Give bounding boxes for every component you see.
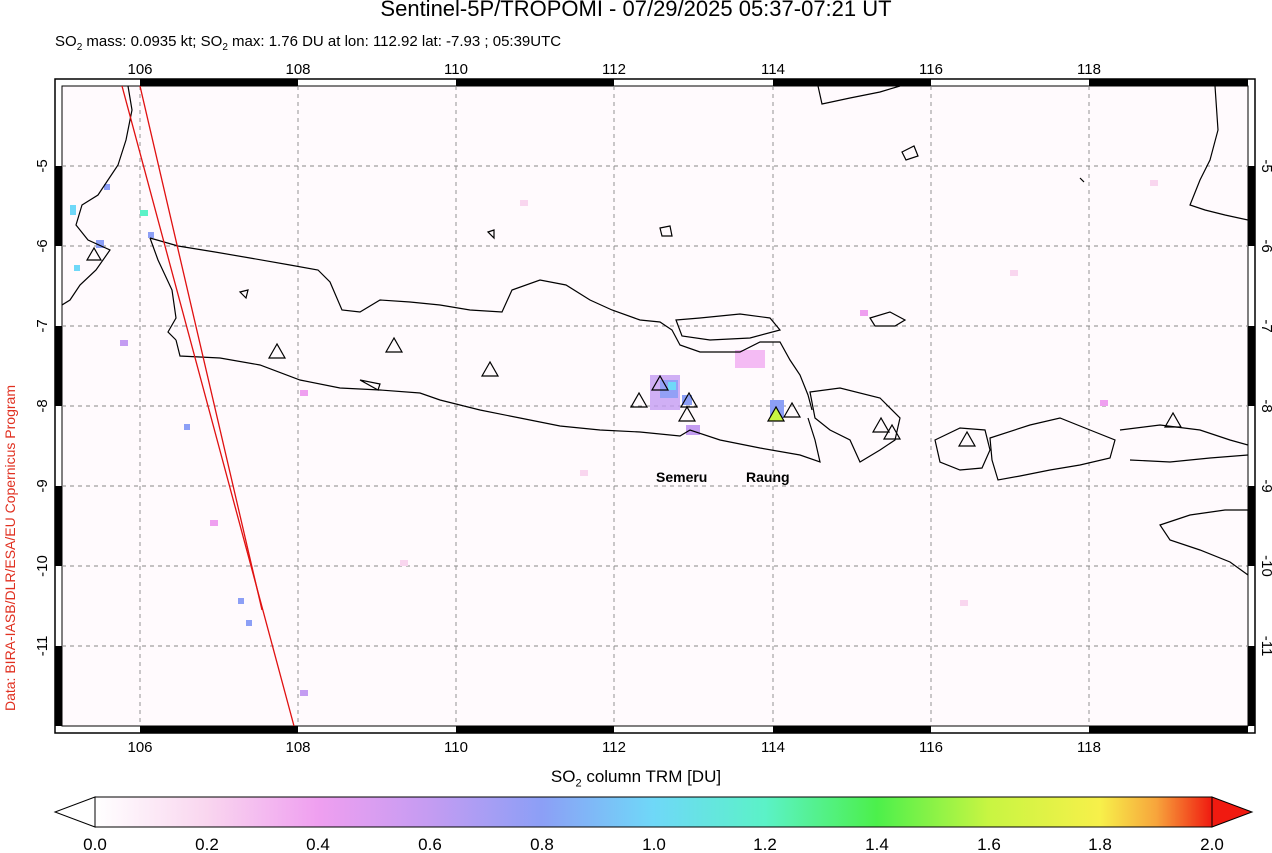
- lon-tick-label: 106: [127, 61, 152, 78]
- colorbar-tick-label: 1.6: [977, 835, 1001, 853]
- lon-tick-label: 110: [444, 61, 468, 78]
- coastlines: [62, 86, 1248, 576]
- lon-tick-label: 108: [285, 739, 310, 756]
- lon-tick-label: 108: [285, 61, 310, 78]
- lat-tick-label: -9: [34, 479, 51, 492]
- volcano-icon: [766, 405, 786, 422]
- colorbar-label: SO2 column TRM [DU]: [0, 767, 1272, 789]
- volcano-icon: [1163, 411, 1183, 428]
- colorbar-tick-label: 0.8: [530, 835, 554, 853]
- lat-labels-right: -5 -6 -7 -8 -9 -10 -11: [1258, 159, 1272, 656]
- volcano-icon: [650, 374, 670, 391]
- lat-tick-label: -5: [34, 159, 51, 172]
- volcano-icon: [384, 336, 404, 353]
- volcano-icon: [85, 246, 103, 261]
- colorbar-tick-label: 1.0: [642, 835, 666, 853]
- lat-tick-label: -10: [1258, 555, 1272, 577]
- colorbar-tick-label: 1.2: [753, 835, 777, 853]
- colorbar-ticks: 0.0 0.2 0.4 0.6 0.8 1.0 1.2 1.4 1.6 1.8 …: [83, 835, 1224, 853]
- volcano-icon: [882, 423, 902, 440]
- lat-tick-label: -11: [1258, 636, 1272, 657]
- so2-map: Semeru Raung 106 108 110 112 114 116 118…: [34, 61, 1272, 756]
- colorbar-tick-label: 0.0: [83, 835, 107, 853]
- swath-edges: [121, 86, 295, 726]
- lon-tick-label: 118: [1077, 61, 1101, 78]
- subscript: 2: [222, 42, 228, 53]
- lat-tick-label: -9: [1258, 479, 1272, 492]
- volcano-markers: [85, 246, 1183, 447]
- colorbar-label-text: column TRM [DU]: [581, 767, 722, 786]
- subtitle: SO2 mass: 0.0935 kt; SO2 max: 1.76 DU at…: [55, 33, 561, 53]
- lon-tick-label: 118: [1077, 739, 1101, 756]
- colorbar-min-arrow: [53, 796, 96, 828]
- page-title: Sentinel-5P/TROPOMI - 07/29/2025 05:37-0…: [380, 0, 892, 21]
- colorbar-tick-label: 1.4: [865, 835, 889, 853]
- so2-max-text: max: 1.76 DU at lon: 112.92 lat: -7.93 ;…: [227, 33, 562, 50]
- lon-tick-label: 112: [602, 739, 626, 756]
- lat-tick-label: -11: [34, 636, 51, 657]
- lat-tick-label: -7: [34, 319, 51, 332]
- subscript: 2: [575, 777, 582, 790]
- lon-tick-label: 114: [761, 61, 785, 78]
- colorbar-max-arrow: [1211, 796, 1254, 828]
- lat-tick-label: -7: [1258, 319, 1272, 332]
- so2-label: SO: [55, 33, 77, 50]
- lon-tick-label: 106: [127, 739, 152, 756]
- volcano-icon: [480, 360, 500, 377]
- colorbar: 0.0 0.2 0.4 0.6 0.8 1.0 1.2 1.4 1.6 1.8 …: [53, 796, 1254, 853]
- colorbar-gradient: [94, 796, 1213, 828]
- so2-pixels: [70, 180, 1158, 696]
- lat-tick-label: -6: [1258, 239, 1272, 252]
- volcano-label-semeru: Semeru: [656, 469, 707, 485]
- lat-tick-label: -6: [34, 239, 51, 252]
- subscript: 2: [76, 42, 83, 53]
- lat-tick-label: -5: [1258, 159, 1272, 172]
- volcano-icon: [957, 430, 977, 447]
- lat-tick-label: -10: [34, 555, 51, 577]
- lon-tick-label: 116: [919, 61, 943, 78]
- lon-tick-label: 114: [761, 739, 785, 756]
- lat-tick-label: -8: [1258, 399, 1272, 412]
- colorbar-label-prefix: SO: [550, 767, 576, 786]
- volcano-icon: [629, 391, 649, 408]
- volcano-icon: [679, 391, 699, 408]
- volcano-label-raung: Raung: [746, 469, 790, 485]
- lon-labels-bottom: 106 108 110 112 114 116 118: [127, 739, 1100, 756]
- lon-tick-label: 116: [919, 739, 943, 756]
- colorbar-tick-label: 0.4: [306, 835, 330, 853]
- lat-labels-left: -5 -6 -7 -8 -9 -10 -11: [34, 159, 51, 656]
- lon-tick-label: 112: [602, 61, 626, 78]
- lon-labels-top: 106 108 110 112 114 116 118: [127, 61, 1100, 78]
- volcano-icon: [267, 342, 287, 359]
- lat-tick-label: -8: [34, 399, 51, 412]
- colorbar-tick-label: 2.0: [1200, 835, 1224, 853]
- volcano-icon: [677, 405, 697, 422]
- volcano-icon: [782, 401, 802, 418]
- colorbar-tick-label: 0.2: [195, 835, 219, 853]
- volcano-icon: [871, 416, 891, 433]
- colorbar-tick-label: 0.6: [418, 835, 442, 853]
- colorbar-tick-label: 1.8: [1088, 835, 1112, 853]
- border-ticks: [55, 79, 1255, 733]
- so2-mass-text: mass: 0.0935 kt; SO: [82, 33, 223, 50]
- lon-tick-label: 110: [444, 739, 468, 756]
